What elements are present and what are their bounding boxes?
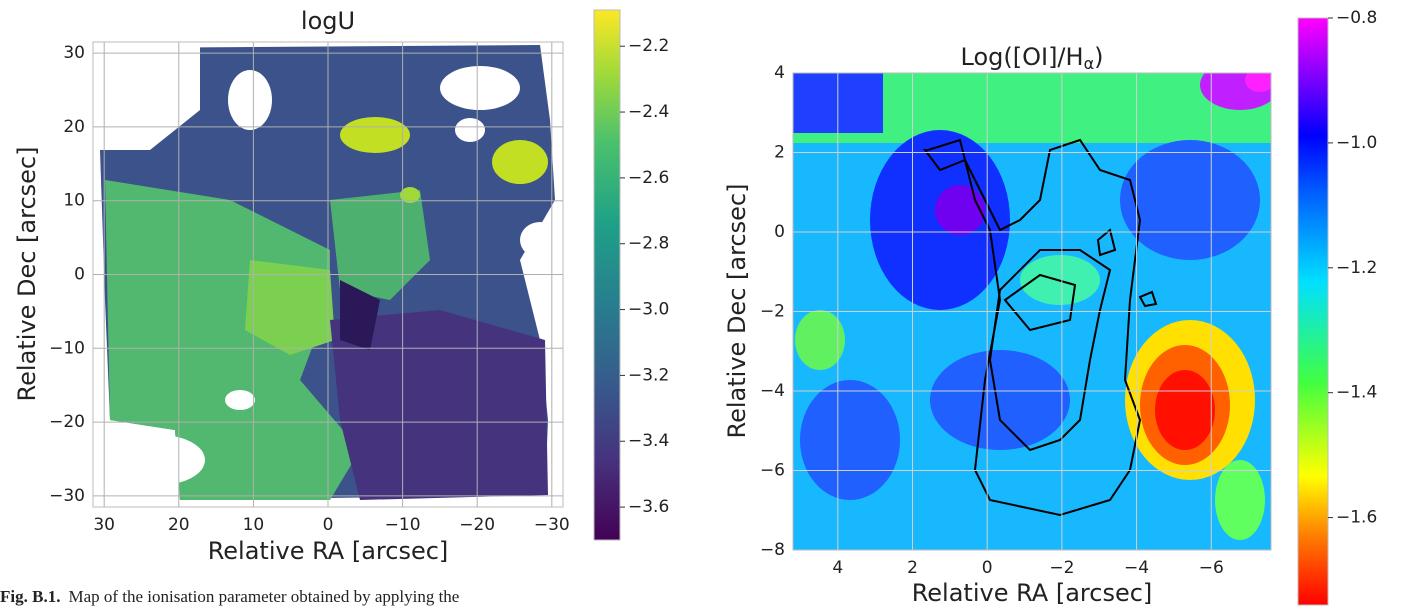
y-tick-label: 10 [63, 191, 85, 211]
colorbar-tick-label: −0.8 [1336, 8, 1377, 28]
y-tick-label: 0 [774, 222, 785, 242]
x-tick-label: 4 [832, 558, 843, 578]
x-tick-label: −10 [385, 515, 421, 535]
title-end: ) [1094, 43, 1103, 71]
colorbar-tick-label: −3.6 [628, 497, 669, 517]
x-tick-label: 10 [243, 515, 265, 535]
x-tick-label: 30 [93, 515, 115, 535]
y-tick-label: −10 [49, 338, 85, 358]
colorbar-tick-label: −1.6 [1336, 508, 1377, 528]
colorbar-tick-label: −2.8 [628, 234, 669, 254]
x-tick-label: 0 [323, 515, 334, 535]
y-tick-label: −6 [760, 461, 785, 481]
caption: Fig. B.1. Map of the ionisation parameter… [0, 587, 459, 606]
colorbar-tick-label: −1.0 [1336, 133, 1377, 153]
y-label: Relative Dec [arcsec] [723, 184, 751, 439]
colorbar-tick-label: −1.4 [1336, 383, 1377, 403]
logu-map [93, 42, 560, 500]
y-tick-label: 20 [63, 117, 85, 137]
x-tick-label: 2 [907, 558, 918, 578]
colorbar-tick-label: −3.0 [628, 300, 669, 320]
x-tick-label: −30 [534, 515, 570, 535]
title-main: Log([OI]/H [961, 43, 1084, 71]
title: logU [301, 7, 355, 35]
colorbar-tick-label: −1.2 [1336, 258, 1377, 278]
y-tick-label: −20 [49, 412, 85, 432]
y-tick-label: 0 [74, 265, 85, 285]
title-sub: α [1084, 54, 1095, 73]
x-tick-label: −2 [1049, 558, 1074, 578]
colorbar-tick-label: −3.2 [628, 365, 669, 385]
colorbar-tick-label: −2.4 [628, 102, 669, 122]
x-label: Relative RA [arcsec] [912, 579, 1153, 607]
title: Log([OI]/Hα) [961, 43, 1104, 73]
y-tick-label: −2 [760, 302, 785, 322]
colorbar-tick-label: −3.4 [628, 431, 669, 451]
y-tick-label: 30 [63, 43, 85, 63]
caption-label: Fig. B.1. [0, 587, 60, 606]
colorbar [594, 10, 620, 540]
figure: logU Log([OI]/Hα) Relative RA [arcsec] R… [0, 0, 1413, 609]
colorbar [1298, 18, 1328, 605]
x-tick-label: −20 [459, 515, 495, 535]
colorbar-tick-label: −2.6 [628, 168, 669, 188]
y-tick-label: −4 [760, 381, 785, 401]
y-tick-label: −8 [760, 540, 785, 560]
caption-text: Map of the ionisation parameter obtained… [68, 587, 459, 606]
y-label: Relative Dec [arcsec] [13, 147, 41, 402]
y-tick-label: −30 [49, 486, 85, 506]
x-tick-label: 20 [168, 515, 190, 535]
y-tick-label: 4 [774, 63, 785, 83]
colorbar-tick-label: −2.2 [628, 36, 669, 56]
x-tick-label: 0 [982, 558, 993, 578]
y-tick-label: 2 [774, 143, 785, 163]
x-tick-label: −4 [1124, 558, 1149, 578]
oi-ha-map [793, 60, 1280, 550]
x-label: Relative RA [arcsec] [208, 537, 449, 565]
x-tick-label: −6 [1199, 558, 1224, 578]
